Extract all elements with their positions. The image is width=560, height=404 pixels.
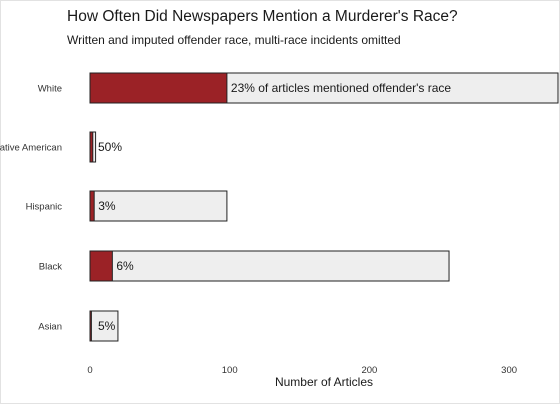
total-bar-black <box>89 250 450 282</box>
category-label-hispanic: Hispanic <box>26 202 63 213</box>
x-tick-label-100: 100 <box>222 365 238 376</box>
mentioned-bar-hispanic <box>89 190 95 222</box>
x-tick-label-0: 0 <box>87 365 92 376</box>
category-label-native-american: Native American <box>0 143 62 154</box>
mentioned-bar-native-american <box>89 131 94 163</box>
mentioned-bar-asian <box>89 310 92 342</box>
category-label-black: Black <box>39 262 62 273</box>
x-axis-label: Number of Articles <box>275 375 373 389</box>
x-tick-label-300: 300 <box>501 365 517 376</box>
data-label-hispanic: 3% <box>98 199 116 213</box>
data-label-native-american: 50% <box>98 140 122 154</box>
data-label-black: 6% <box>116 259 134 273</box>
mentioned-bar-white <box>89 72 228 104</box>
data-label-white: 23% of articles mentioned offender's rac… <box>231 81 452 95</box>
x-tick-label-200: 200 <box>361 365 377 376</box>
data-label-asian: 5% <box>98 319 116 333</box>
chart-subtitle: Written and imputed offender race, multi… <box>67 33 401 47</box>
category-label-white: White <box>38 84 62 95</box>
mentioned-bar-black <box>89 250 113 282</box>
chart-title: How Often Did Newspapers Mention a Murde… <box>67 8 458 25</box>
category-label-asian: Asian <box>38 322 62 333</box>
